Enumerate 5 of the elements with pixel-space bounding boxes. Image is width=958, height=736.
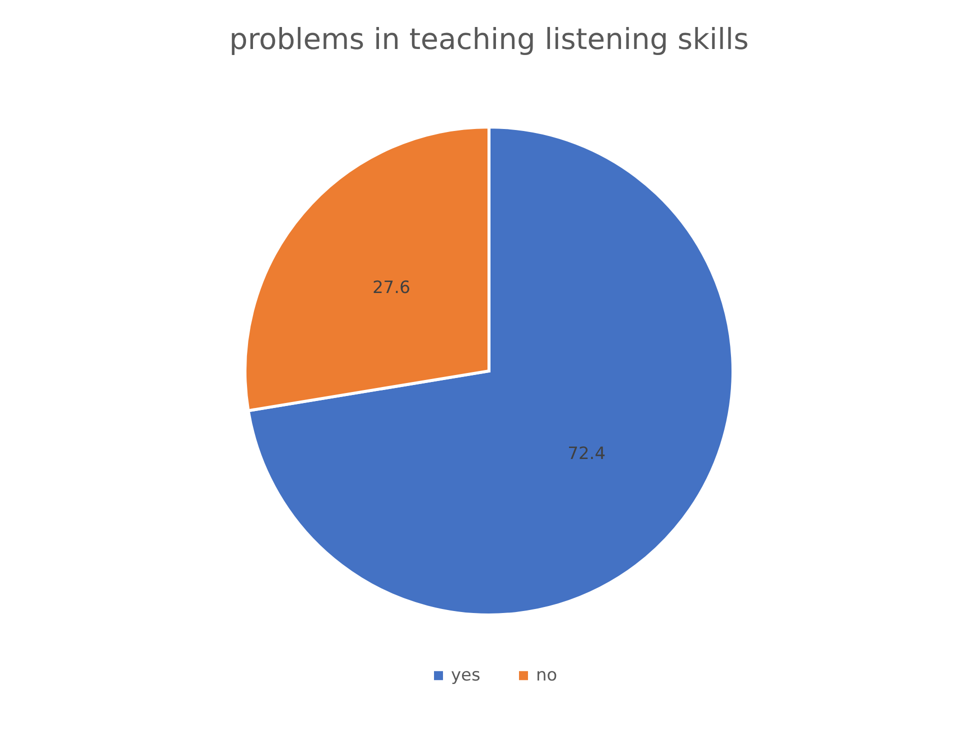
- chart-title: problems in teaching listening skills: [229, 22, 749, 56]
- legend-label: yes: [451, 666, 481, 686]
- data-label: 72.4: [568, 444, 606, 464]
- data-label: 27.6: [372, 278, 410, 298]
- legend-label: no: [536, 666, 558, 686]
